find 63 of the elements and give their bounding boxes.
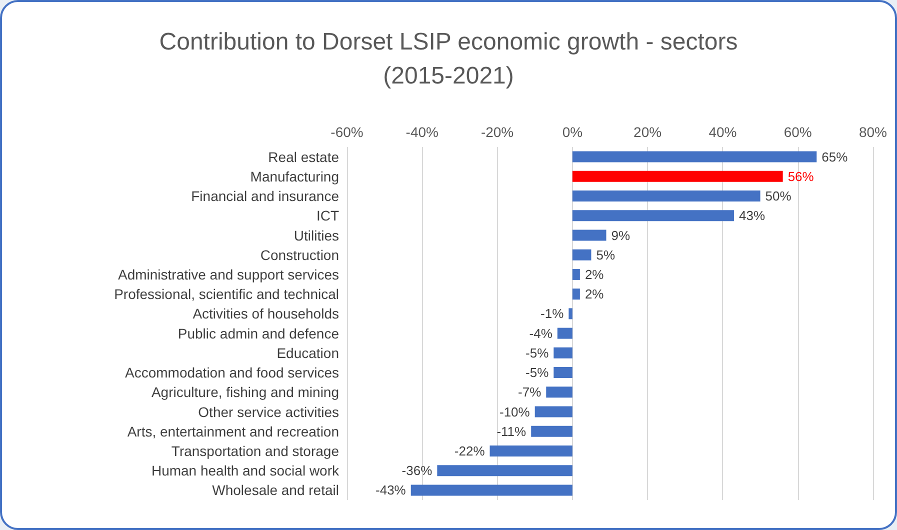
data-label: -11% — [496, 424, 527, 439]
y-tick-label: Transportation and storage — [171, 442, 340, 459]
y-tick-label: Utilities — [294, 227, 339, 244]
data-label: 50% — [765, 188, 792, 204]
y-tick-label: Real estate — [268, 148, 340, 165]
x-tick-label: 60% — [784, 124, 812, 140]
data-label: -22% — [454, 443, 486, 458]
bar — [572, 151, 817, 162]
bar — [437, 465, 572, 476]
y-tick-label: Accommodation and food services — [125, 364, 339, 381]
y-tick-label: Arts, entertainment and recreation — [127, 423, 339, 440]
data-label: 56% — [788, 168, 814, 184]
bar — [490, 445, 572, 456]
bar — [534, 406, 572, 418]
x-tick-label: 80% — [858, 124, 888, 140]
data-label: -43% — [376, 482, 406, 498]
bar — [554, 347, 572, 358]
data-label: -10% — [500, 404, 530, 420]
bar — [572, 268, 580, 280]
data-label: 9% — [611, 228, 630, 243]
bar — [531, 426, 572, 437]
y-tick-label: Financial and insurance — [191, 188, 340, 204]
data-label: 65% — [822, 149, 848, 164]
y-tick-label: Professional, scientific and technical — [114, 286, 339, 302]
bar — [568, 308, 572, 320]
y-tick-label: Manufacturing — [250, 168, 339, 184]
bar — [572, 249, 592, 260]
y-tick-label: Other service activities — [198, 404, 339, 420]
y-tick-label: Wholesale and retail — [212, 482, 339, 498]
x-tick-label: -60% — [330, 124, 364, 140]
bar — [572, 190, 760, 202]
data-label: 5% — [596, 247, 616, 262]
data-label: -4% — [529, 326, 553, 341]
data-label: 43% — [738, 208, 766, 224]
chart-title: Contribution to Dorset LSIP economic growth - sectors (2015-2021) — [159, 28, 738, 90]
data-label: -7% — [518, 384, 542, 400]
bar — [572, 170, 783, 182]
y-tick-label: Administrative and support services — [118, 266, 339, 282]
data-label: 2% — [584, 286, 604, 302]
data-label: -1% — [540, 306, 564, 322]
y-tick-label: Education — [276, 344, 339, 361]
x-tick-label: 40% — [708, 124, 737, 140]
bar — [554, 367, 572, 378]
bar — [410, 484, 572, 496]
data-label: -36% — [402, 463, 433, 478]
x-tick-label: 0% — [562, 124, 583, 140]
y-tick-label: Agriculture, fishing and mining — [151, 384, 339, 400]
bar — [572, 210, 734, 222]
y-tick-label: Human health and social work — [151, 462, 340, 479]
bar — [572, 230, 606, 241]
y-tick-label: Public admin and defence — [178, 325, 340, 342]
data-label: 2% — [584, 266, 604, 282]
x-tick-label: -20% — [480, 124, 514, 140]
x-tick-label: -40% — [406, 124, 438, 140]
bar — [557, 328, 572, 339]
bar — [546, 386, 572, 398]
y-tick-label: Activities of households — [192, 306, 339, 322]
x-tick-label: 20% — [634, 124, 662, 140]
data-label: -5% — [526, 345, 550, 360]
y-tick-label: ICT — [316, 208, 340, 224]
y-tick-label: Construction — [260, 246, 339, 263]
data-label: -5% — [526, 365, 550, 380]
bar — [572, 288, 580, 300]
